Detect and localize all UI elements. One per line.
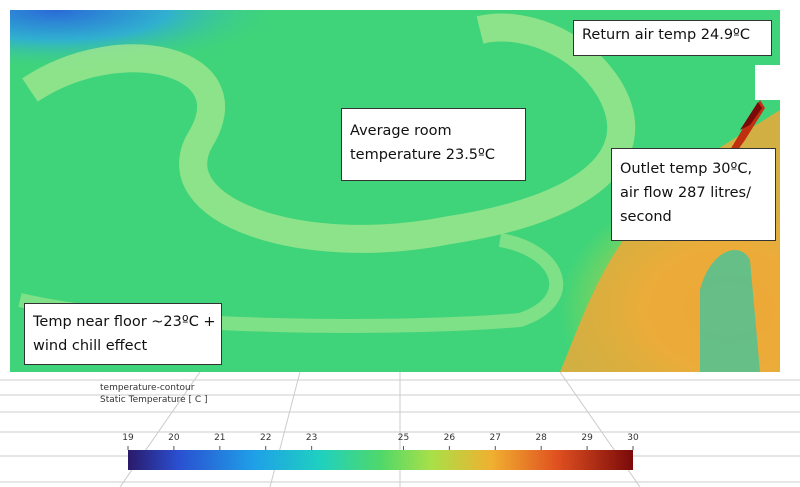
colorbar-subtitle: Static Temperature [ C ] xyxy=(100,395,208,405)
tick-label: 19 xyxy=(122,433,134,443)
note-line: temperature 23.5ºC xyxy=(350,147,495,163)
outlet-note: Outlet temp 30ºC, air flow 287 litres/ s… xyxy=(611,148,776,241)
tick-label: 26 xyxy=(444,433,456,443)
note-line: Return air temp 24.9ºC xyxy=(582,27,750,43)
tick-label: 20 xyxy=(168,433,180,443)
tick-label: 29 xyxy=(581,433,593,443)
tick-label: 28 xyxy=(535,433,547,443)
note-line: second xyxy=(620,209,672,225)
note-line: Temp near floor ~23ºC + xyxy=(33,314,216,330)
tick-label: 25 xyxy=(398,433,409,443)
tick-label: 21 xyxy=(214,433,225,443)
colorbar xyxy=(128,450,633,470)
note-line: Average room xyxy=(350,123,452,139)
colorbar-title: temperature-contour xyxy=(100,383,195,393)
tick-label: 27 xyxy=(490,433,501,443)
tick-label: 23 xyxy=(306,433,317,443)
note-line: Outlet temp 30ºC, xyxy=(620,161,753,177)
note-line: air flow 287 litres/ xyxy=(620,185,751,201)
tick-label: 22 xyxy=(260,433,271,443)
colorbar-ticks: 19 20 21 22 23 25 26 27 28 29 30 xyxy=(122,433,639,450)
floor-note: Temp near floor ~23ºC + wind chill effec… xyxy=(24,303,222,365)
tick-label: 30 xyxy=(627,433,639,443)
average-room-note: Average room temperature 23.5ºC xyxy=(341,108,526,181)
return-air-note: Return air temp 24.9ºC xyxy=(573,20,772,56)
note-line: wind chill effect xyxy=(33,338,148,354)
